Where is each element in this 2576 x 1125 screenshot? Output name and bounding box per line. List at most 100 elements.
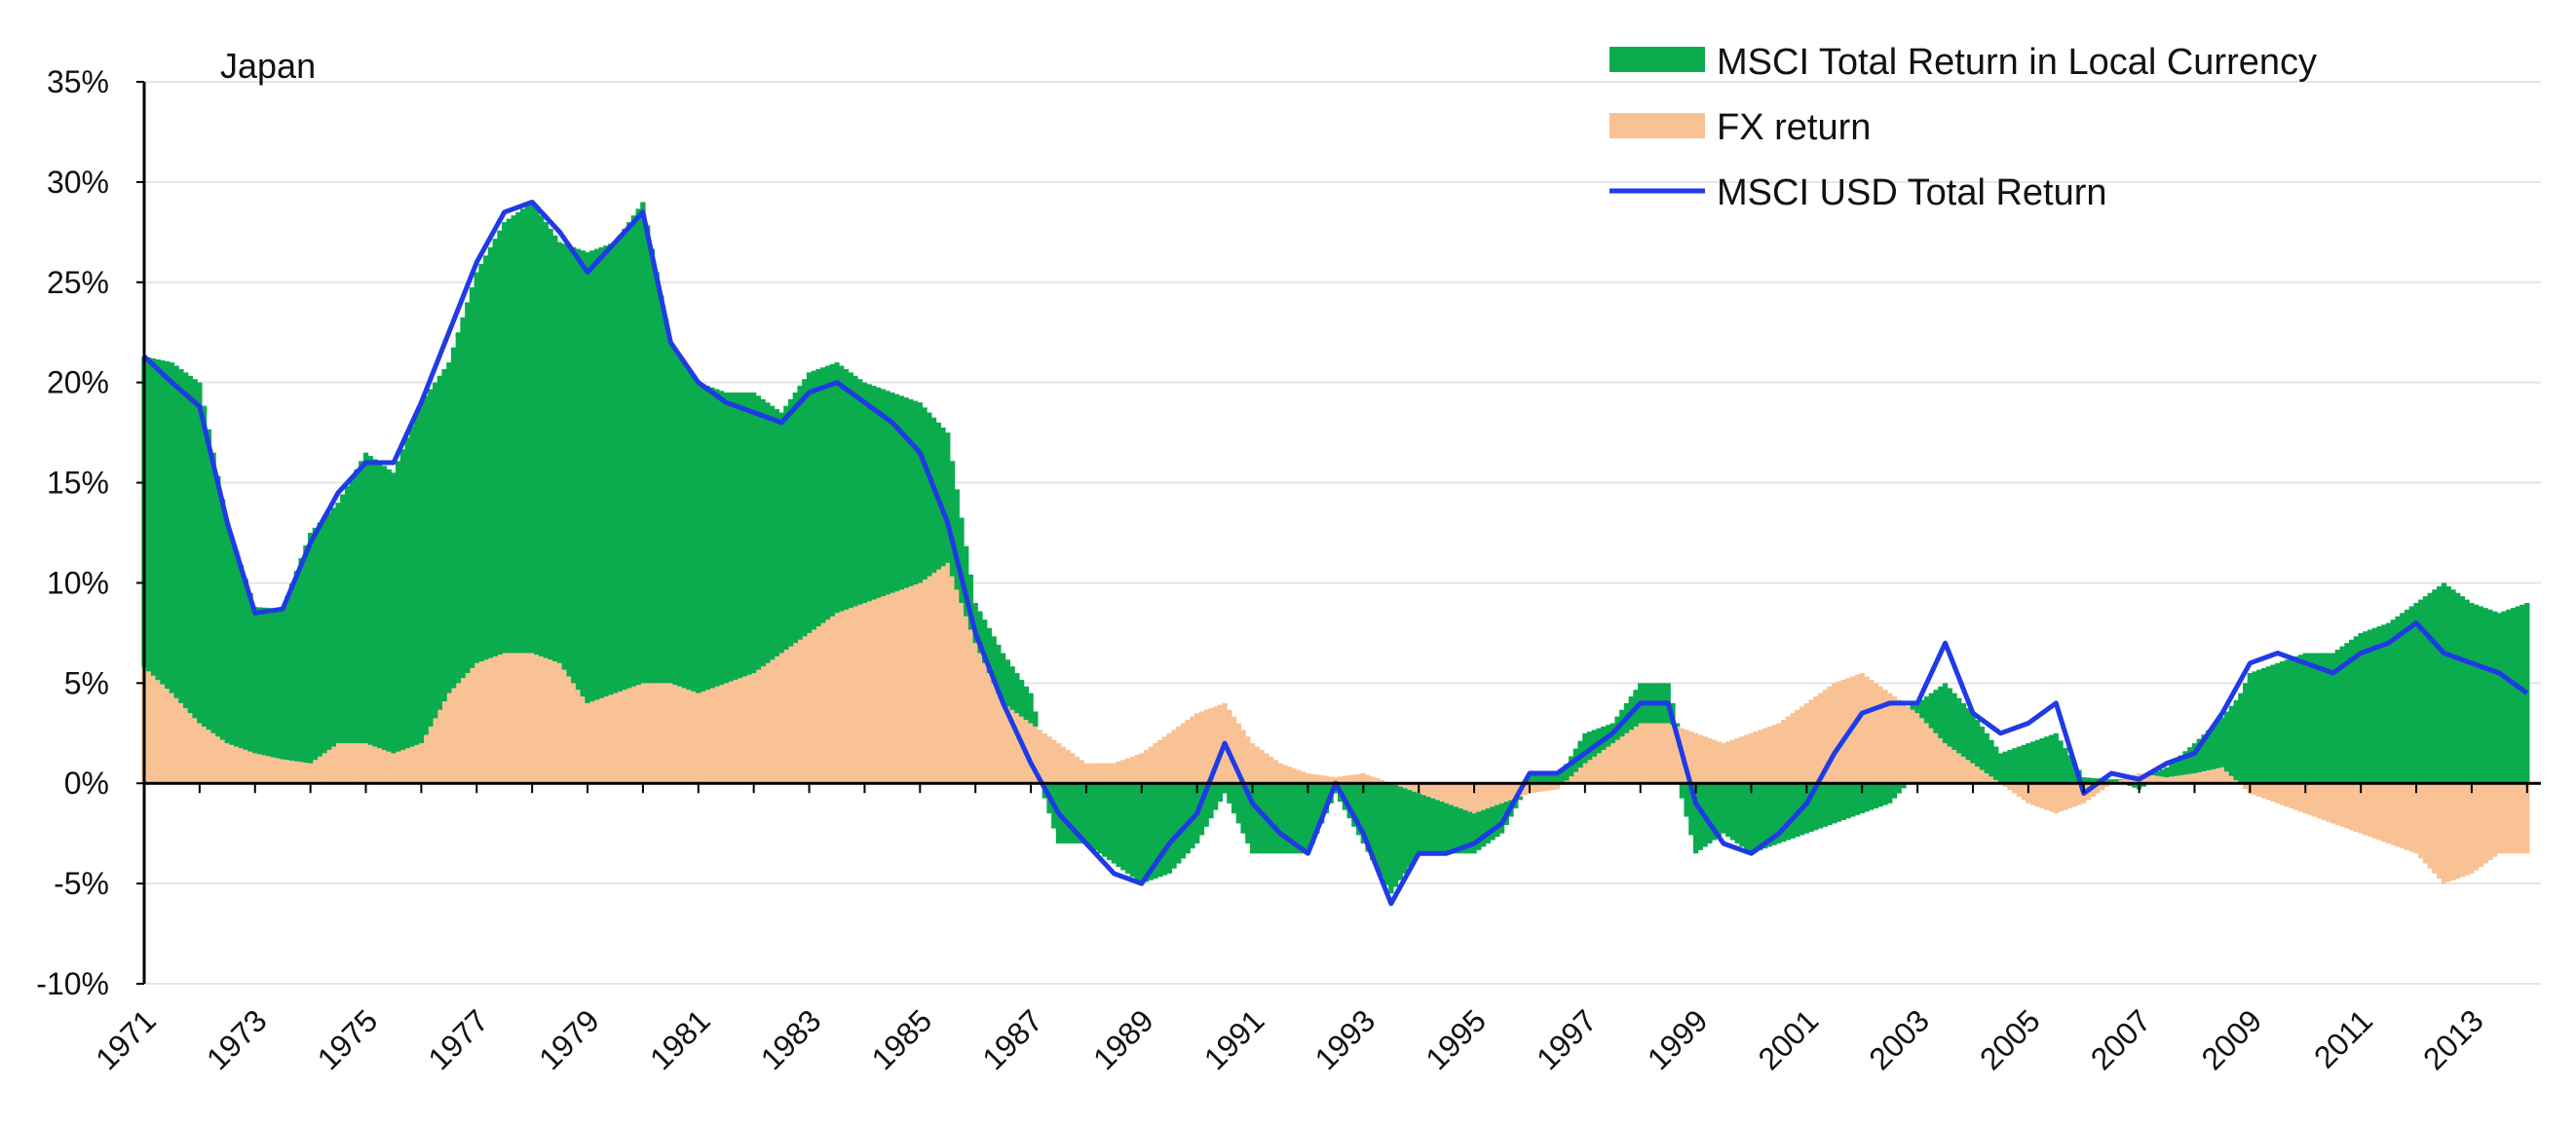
fx-return-bar [2363,783,2368,836]
local-return-bar [1392,784,1399,887]
local-return-bar [2021,744,2027,784]
local-return-bar [436,375,443,710]
fx-return-bar [2334,783,2341,826]
fx-return-bar [469,667,475,784]
local-return-bar [1374,783,1381,869]
local-return-bar [1674,723,1681,727]
fx-return-bar [1028,723,1034,784]
local-return-bar [1092,783,1099,850]
fx-return-bar [1037,730,1043,784]
fx-return-bar [839,611,845,784]
local-return-bar [1360,783,1366,844]
local-return-bar [1923,696,1930,724]
fx-return-bar [787,646,794,784]
local-return-bar [1305,783,1311,854]
local-return-bar [2487,609,2493,784]
local-return-bar [1877,783,1883,807]
fx-return-bar [1309,773,1315,784]
fx-return-bar [1827,686,1833,784]
fx-return-bar [529,653,535,784]
local-return-bar [686,368,692,691]
fx-return-bar [2016,783,2023,797]
local-return-bar [534,208,540,656]
fx-return-bar [2242,783,2249,790]
local-return-bar [1277,783,1283,854]
fx-return-bar [1799,706,1805,784]
fx-return-bar [2071,783,2077,807]
fx-return-bar [1249,743,1256,784]
fx-return-bar [229,744,235,784]
fx-return-bar [811,629,816,784]
fx-return-bar [1421,783,1426,796]
fx-return-bar [2510,783,2517,854]
fx-return-bar [806,632,813,784]
fx-return-bar [2459,783,2466,878]
fx-return-bar [2464,783,2470,876]
local-return-bar [1517,796,1524,801]
local-return-bar [746,392,752,675]
local-return-bar [1296,783,1302,854]
fx-return-bar [1397,783,1403,787]
fx-return-bar [2400,783,2406,849]
local-return-bar [2256,669,2262,784]
local-return-bar [659,295,664,684]
legend: MSCI Total Return in Local Currency FX r… [1610,42,2317,213]
local-return-bar [2187,747,2193,774]
local-return-bar [1370,783,1376,861]
local-return-bar [2506,609,2512,784]
local-return-bar [2182,751,2188,775]
fx-return-bar [2053,783,2059,814]
fx-return-bar [1268,756,1274,784]
local-return-bar [330,507,337,747]
local-return-bar [1540,772,1546,784]
local-return-bar [1910,704,1916,710]
local-return-bar [1979,726,1986,770]
local-return-bar [280,609,285,760]
fx-return-bar [930,573,937,784]
fx-return-bar [192,718,198,784]
local-return-bar [967,574,974,630]
local-return-bar [778,412,784,654]
fx-return-bar [2095,783,2101,794]
fx-return-bar [1869,679,1875,784]
local-return-bar [783,405,789,651]
fx-return-bar [322,753,327,784]
local-return-bar [2312,653,2318,784]
fx-return-bar [478,661,484,784]
fx-return-bar [2196,771,2202,784]
local-return-bar [2437,585,2443,784]
local-return-bar [165,361,170,690]
fx-return-bar [866,601,872,784]
fx-return-bar [1379,779,1384,784]
fx-return-bar [1665,723,1671,784]
local-return-bar [728,392,734,682]
local-return-bar [1716,783,1722,838]
local-return-bar [1259,783,1265,854]
fx-return-bar [1993,779,1999,784]
local-return-bar [1379,783,1384,878]
fx-return-bar [548,659,553,784]
fx-return-bar [432,718,438,784]
local-return-bar [483,255,489,660]
local-return-bar [2081,777,2087,784]
local-return-bar [1222,783,1228,794]
local-return-bar [2228,705,2235,776]
fx-return-bar [1864,676,1870,784]
local-return-bar [608,244,614,695]
local-return-bar [1429,798,1436,854]
local-return-bar [266,608,272,757]
local-return-bar [340,494,346,744]
local-return-bar [2445,585,2451,784]
local-return-bar [691,375,697,692]
fx-return-bar [1633,726,1639,784]
local-return-bar [566,245,572,677]
fx-return-bar [2178,774,2183,784]
local-return-bar [1203,783,1209,827]
fx-return-bar [728,681,734,784]
fx-return-bar [2390,783,2396,845]
fx-return-bar [1471,783,1477,814]
local-return-bar [247,592,253,752]
fx-return-bar [2224,771,2230,784]
local-return-bar [723,392,729,684]
fx-return-bar [1485,783,1491,808]
